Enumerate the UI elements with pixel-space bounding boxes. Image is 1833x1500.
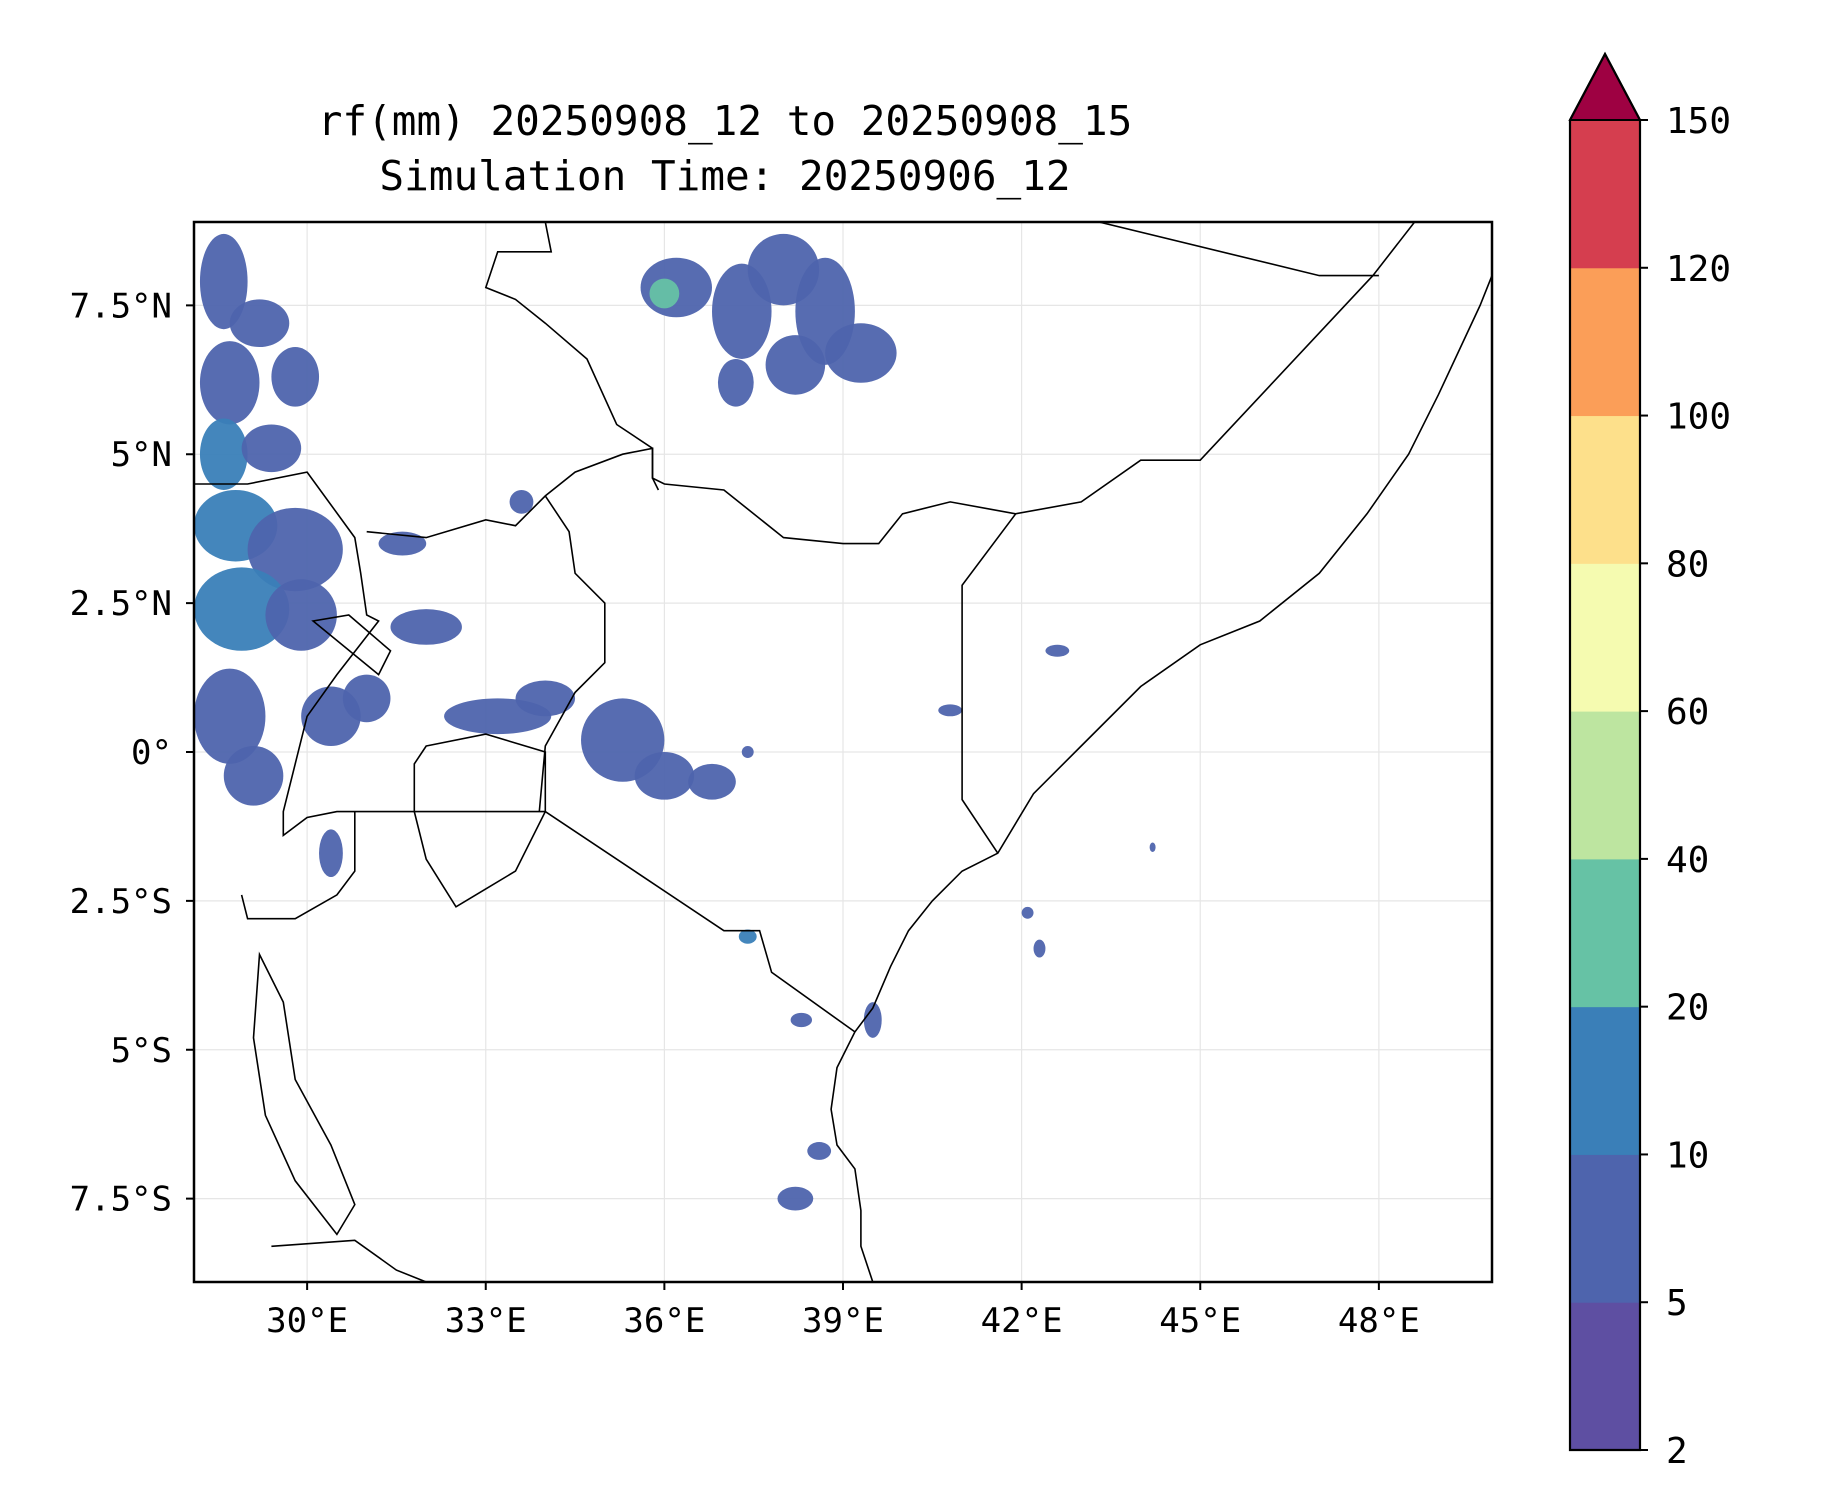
colorbar-segment-3	[1570, 858, 1640, 1008]
coastline-segment-0	[830, 275, 1492, 1282]
colorbar-segment-6	[1570, 415, 1640, 564]
rain-cell-20	[634, 752, 695, 800]
border-segment-5	[1098, 222, 1379, 277]
colorbar-tick-label-6: 80	[1666, 544, 1709, 585]
lon-tick-label-5: 45°E	[1159, 1301, 1241, 1341]
colorbar-segment-4	[1570, 711, 1640, 860]
rain-cell-38	[807, 1142, 832, 1160]
rain-cell-9	[265, 579, 337, 651]
rain-cell-34	[738, 929, 757, 944]
rain-cell-35	[790, 1012, 813, 1028]
rain-cell-18	[515, 680, 576, 717]
rain-cell-0	[199, 233, 248, 330]
rain-cell-2	[199, 341, 260, 425]
rain-cell-3	[271, 347, 320, 407]
rain-cell-15	[378, 531, 427, 556]
rain-cell-4	[199, 418, 248, 490]
lon-tick-label-2: 36°E	[623, 1301, 705, 1341]
colorbar-tick-label-3: 20	[1666, 988, 1709, 1029]
lon-tick-label-6: 48°E	[1338, 1301, 1420, 1341]
colorbar-extend-arrow	[1568, 51, 1642, 121]
rain-cell-14	[390, 609, 462, 645]
rain-cell-22	[319, 829, 343, 878]
lat-axis: 7.5°N 5°N 2.5°N 0° 2.5°S 5°S 7.5°S	[70, 286, 194, 1220]
lake-outline-0	[413, 733, 547, 908]
lat-tick-label-2: 2.5°N	[70, 584, 172, 624]
rain-cell-13	[342, 674, 391, 723]
colorbar-segment-7	[1570, 267, 1640, 417]
lon-tick-label-4: 42°E	[981, 1301, 1063, 1341]
lat-tick-label-1: 5°N	[111, 435, 172, 475]
rain-cell-21	[688, 763, 736, 800]
country-borders	[194, 222, 1416, 1282]
rain-cell-5	[241, 424, 302, 473]
rain-cell-41	[1149, 842, 1156, 853]
lat-tick-label-5: 5°S	[111, 1031, 172, 1071]
colorbar-segment-8	[1570, 120, 1640, 269]
lon-tick-label-3: 39°E	[802, 1301, 884, 1341]
map-title-line1: rf(mm) 20250908_12 to 20250908_15	[318, 97, 1133, 145]
lon-tick-label-1: 33°E	[445, 1301, 527, 1341]
border-segment-3	[484, 222, 660, 491]
lat-tick-label-0: 7.5°N	[70, 286, 172, 326]
border-segment-0	[194, 471, 856, 1033]
colorbar: 2 5 10 20 40 60 80 100 120 150	[1568, 51, 1731, 1472]
lat-tick-label-4: 2.5°S	[70, 882, 172, 922]
rain-cell-30	[717, 358, 754, 407]
rain-cell-29	[765, 335, 826, 395]
rain-cell-16	[509, 489, 534, 514]
rain-cell-39	[1021, 906, 1034, 919]
lake-outline-1	[252, 951, 356, 1236]
rain-cell-40	[1033, 939, 1046, 958]
border-segment-2	[538, 495, 606, 812]
colorbar-tick-label-4: 40	[1666, 840, 1709, 881]
rain-cell-32	[938, 704, 963, 717]
rain-cell-37	[777, 1186, 814, 1211]
rain-cell-11	[223, 746, 284, 806]
colorbar-segment-0	[1570, 1302, 1640, 1451]
rain-cell-33	[741, 746, 754, 758]
border-segment-1	[366, 447, 1018, 854]
rain-cell-7	[247, 507, 343, 592]
map-title-line2: Simulation Time: 20250906_12	[379, 152, 1070, 200]
rain-cell-31	[1045, 644, 1070, 657]
gridlines	[194, 222, 1492, 1282]
rain-cell-28	[825, 323, 897, 383]
coastline	[830, 275, 1492, 1282]
colorbar-segment-5	[1570, 563, 1640, 712]
colorbar-tick-label-0: 2	[1666, 1431, 1688, 1472]
lon-axis: 30°E 33°E 36°E 39°E 42°E 45°E 48°E	[266, 1282, 1420, 1341]
colorbar-tick-label-9: 150	[1666, 101, 1731, 142]
colorbar-segment-2	[1570, 1006, 1640, 1155]
border-segment-4	[1015, 222, 1416, 515]
lakes	[252, 614, 547, 1236]
colorbar-tick-label-1: 5	[1666, 1283, 1688, 1324]
colorbar-segment-1	[1570, 1154, 1640, 1303]
rain-cell-8	[194, 567, 290, 651]
colorbar-tick-label-2: 10	[1666, 1135, 1709, 1176]
lon-tick-label-0: 30°E	[266, 1301, 348, 1341]
rainfall-field	[194, 233, 1156, 1211]
lat-tick-label-3: 0°	[131, 733, 172, 773]
rain-cell-10	[194, 668, 266, 764]
colorbar-tick-label-7: 100	[1666, 397, 1731, 438]
rain-cell-1	[229, 299, 290, 348]
lake-outline-2	[311, 614, 392, 676]
border-segment-6	[240, 811, 356, 920]
colorbar-tick-label-5: 60	[1666, 692, 1709, 733]
lat-tick-label-6: 7.5°S	[70, 1180, 172, 1220]
rain-cell-36	[863, 1002, 882, 1038]
colorbar-tick-label-8: 120	[1666, 249, 1731, 290]
colorbar-frame	[1568, 51, 1642, 1452]
border-segment-7	[271, 1239, 427, 1282]
rain-cell-24	[649, 278, 680, 309]
